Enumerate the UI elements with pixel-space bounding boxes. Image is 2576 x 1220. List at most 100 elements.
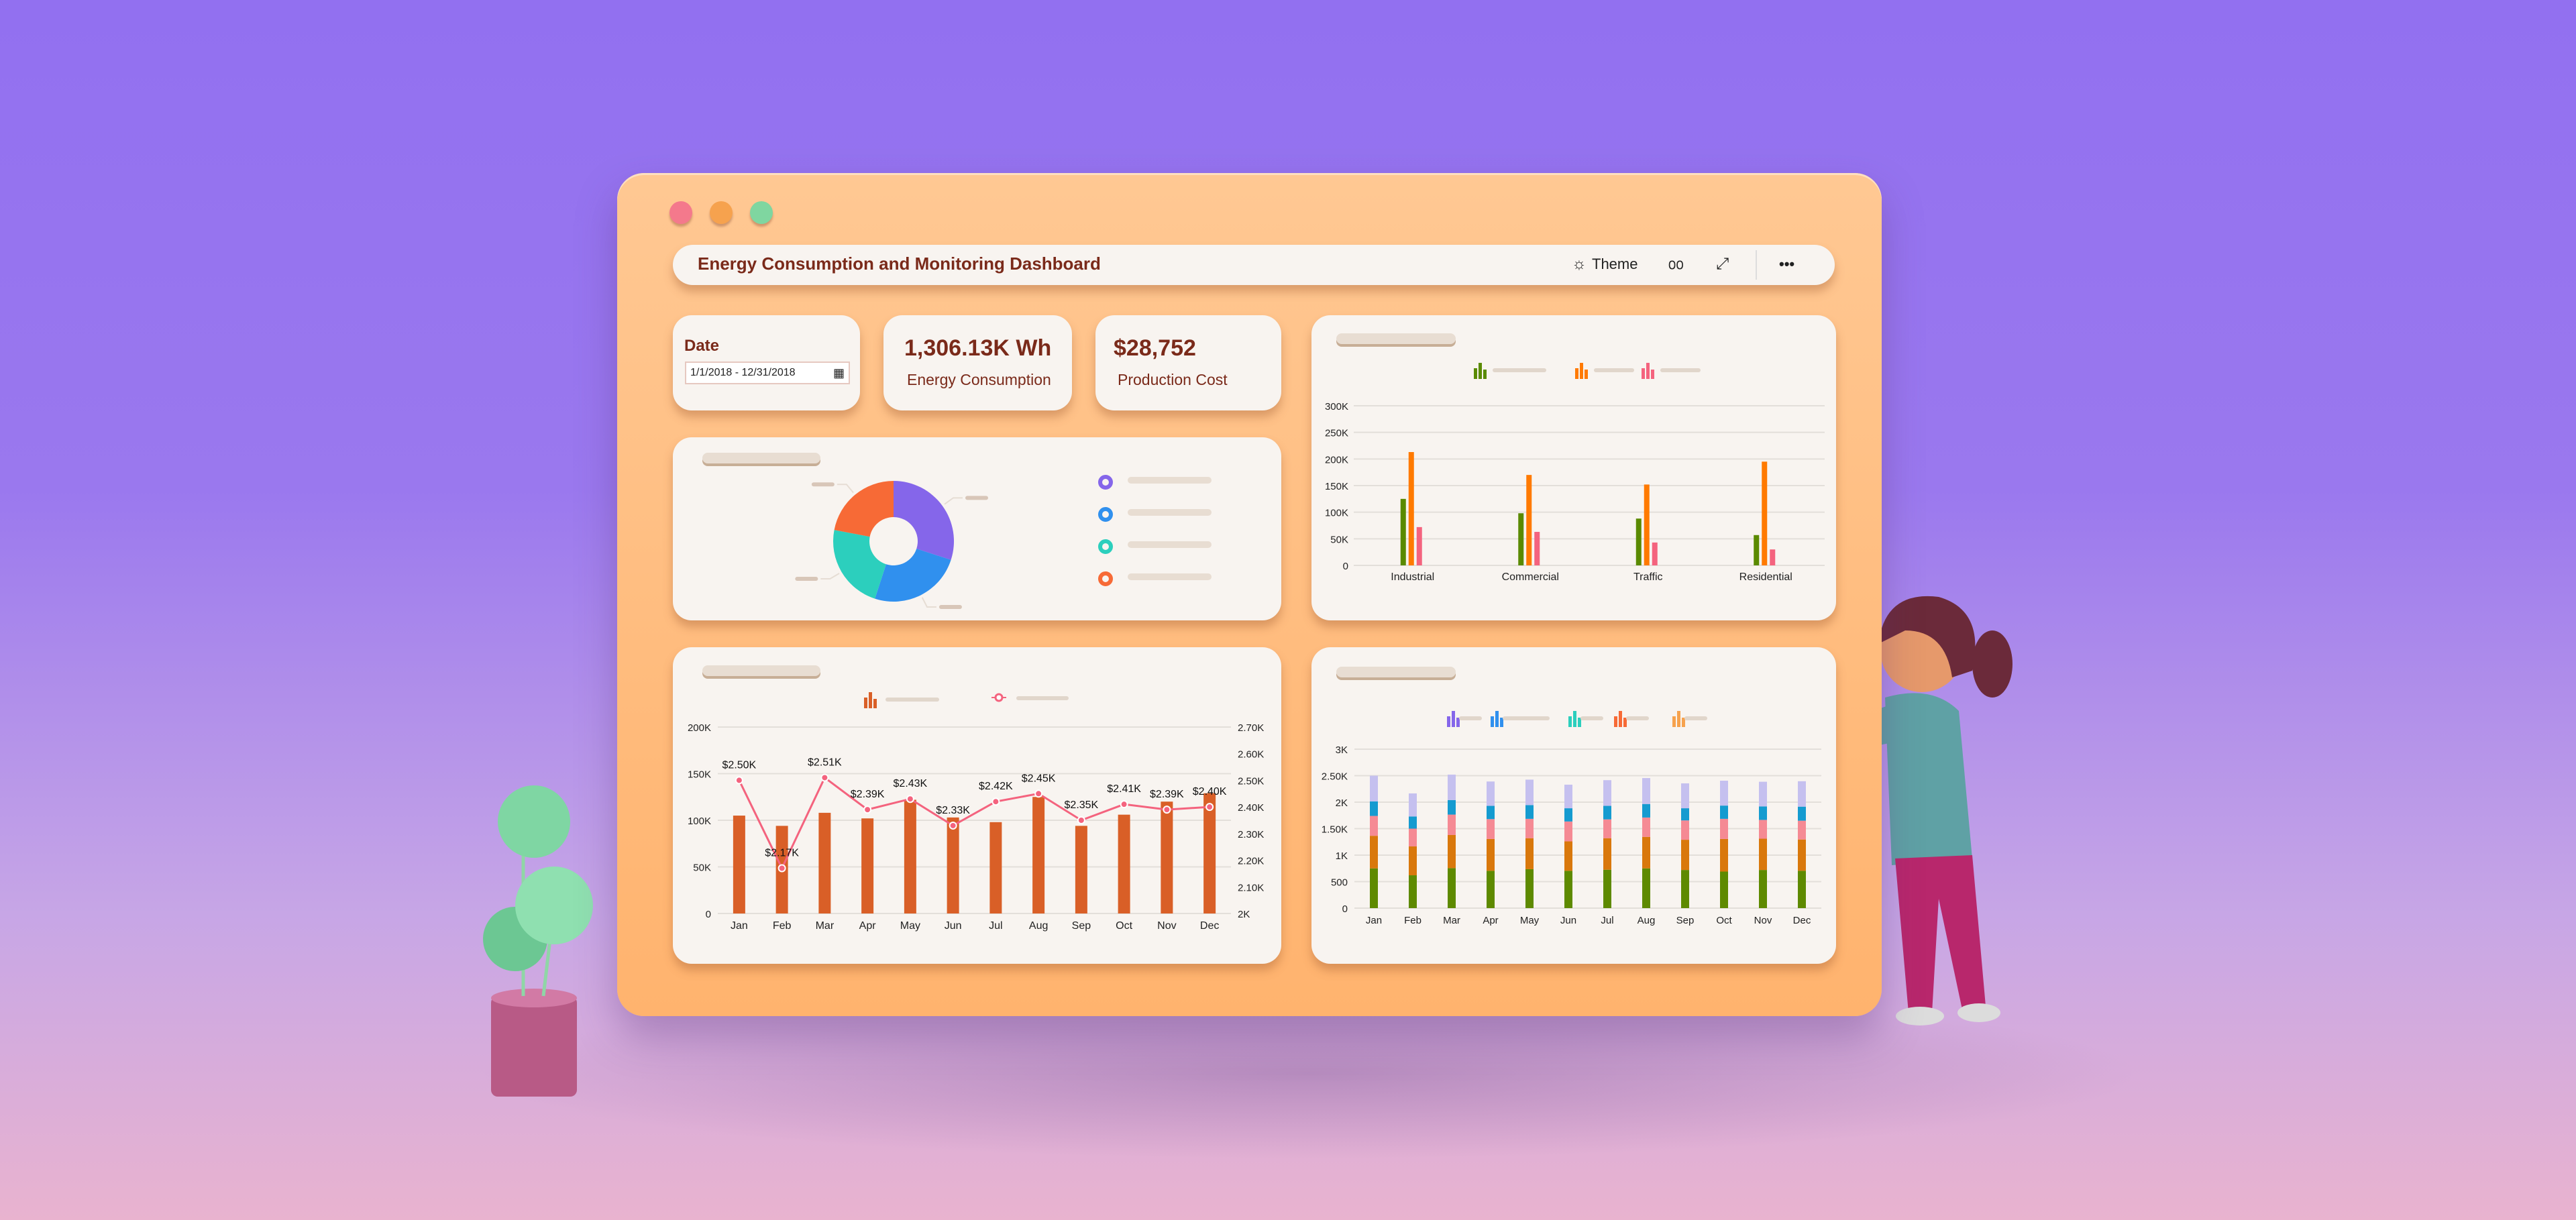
legend-label-placeholder bbox=[1493, 368, 1546, 372]
stacked-bar-segment bbox=[1603, 869, 1611, 908]
bar bbox=[1534, 532, 1540, 565]
stacked-bar-segment bbox=[1681, 870, 1689, 908]
stacked-chart-panel bbox=[1311, 647, 1836, 964]
stacked-bar-segment bbox=[1681, 783, 1689, 809]
stacked-bar-segment bbox=[1370, 816, 1378, 836]
stacked-bar-segment bbox=[1720, 781, 1728, 806]
x-tick-label: Apr bbox=[1483, 915, 1498, 926]
stacked-bar-segment bbox=[1759, 820, 1767, 839]
y-tick-label: 0 bbox=[706, 909, 711, 920]
legend-bar-icon bbox=[1495, 711, 1499, 727]
data-label-placeholder bbox=[811, 482, 835, 487]
stacked-bar-segment bbox=[1798, 781, 1806, 807]
legend-bar-icon bbox=[1479, 363, 1482, 379]
x-tick-label: Sep bbox=[1072, 920, 1091, 932]
legend-bar-icon bbox=[1682, 718, 1685, 727]
bar bbox=[1400, 498, 1406, 565]
page-title: Energy Consumption and Monitoring Dashbo… bbox=[698, 254, 1101, 274]
stacked-bar-segment bbox=[1603, 806, 1611, 820]
legend-bar-icon bbox=[1483, 370, 1487, 379]
y-tick-label: 50K bbox=[1330, 534, 1348, 545]
bar bbox=[1408, 452, 1414, 565]
date-range-picker[interactable]: 1/1/2018 - 12/31/2018 ▦ bbox=[685, 362, 850, 384]
legend-label-placeholder bbox=[1594, 368, 1634, 372]
bar bbox=[1754, 535, 1760, 565]
line-marker bbox=[1034, 789, 1043, 798]
legend-bar-icon bbox=[1573, 711, 1576, 727]
stacked-bar-segment bbox=[1642, 817, 1650, 837]
y-tick-label: 100K bbox=[1325, 508, 1348, 519]
x-tick-label: Jul bbox=[989, 920, 1002, 932]
bar bbox=[1161, 801, 1173, 913]
connector-line bbox=[944, 497, 963, 505]
data-label: $2.40K bbox=[1193, 786, 1227, 797]
x-tick-label: Traffic bbox=[1633, 571, 1663, 583]
stacked-bar-segment bbox=[1370, 775, 1378, 801]
stacked-bar-segment bbox=[1487, 806, 1495, 820]
legend-bar-icon bbox=[1575, 368, 1578, 379]
stacked-bar-segment bbox=[1603, 819, 1611, 838]
legend-bar-icon bbox=[1646, 363, 1650, 379]
more-icon: ••• bbox=[1779, 256, 1795, 272]
donut-chart-panel bbox=[673, 437, 1281, 620]
legend-bar-icon bbox=[869, 692, 872, 708]
expand-icon: ⤢ bbox=[1716, 255, 1729, 273]
stacked-bar-segment bbox=[1370, 801, 1378, 816]
date-range-value: 1/1/2018 - 12/31/2018 bbox=[690, 367, 796, 378]
connector-line bbox=[820, 572, 840, 579]
stacked-bar-segment bbox=[1681, 840, 1689, 871]
kpi-value: 1,306.13K Wh bbox=[904, 335, 1052, 361]
connector-line bbox=[837, 484, 854, 494]
data-label: $2.39K bbox=[1150, 789, 1184, 800]
expand-button[interactable]: ⤢ bbox=[1716, 252, 1729, 276]
y2-tick-label: 2.60K bbox=[1238, 749, 1264, 761]
stacked-bar-segment bbox=[1798, 806, 1806, 821]
y2-tick-label: 2.50K bbox=[1238, 775, 1264, 787]
data-label-placeholder bbox=[965, 496, 988, 500]
calendar-icon[interactable]: ▦ bbox=[833, 366, 845, 380]
y-tick-label: 0 bbox=[1343, 561, 1348, 572]
legend-bar-icon bbox=[1447, 716, 1450, 727]
stacked-bar-segment bbox=[1525, 869, 1534, 908]
bar bbox=[1644, 484, 1650, 565]
header-bar bbox=[673, 245, 1835, 285]
x-tick-label: Oct bbox=[1716, 915, 1732, 926]
legend-bar-icon bbox=[1642, 368, 1645, 379]
window-minimize-button[interactable] bbox=[710, 201, 733, 224]
line-marker bbox=[1120, 800, 1128, 809]
stacked-bar-segment bbox=[1564, 841, 1572, 871]
glasses-button[interactable]: ൦൦ bbox=[1668, 252, 1683, 276]
line-marker bbox=[991, 797, 1000, 806]
stacked-bar-segment bbox=[1525, 779, 1534, 806]
x-tick-label: Jun bbox=[945, 920, 962, 932]
line-series bbox=[738, 776, 1210, 871]
stacked-bar-segment bbox=[1487, 819, 1495, 839]
legend-label-placeholder bbox=[1660, 368, 1701, 372]
kpi-label: Energy Consumption bbox=[907, 371, 1051, 388]
bar bbox=[1635, 518, 1642, 565]
y-tick-label: 2K bbox=[1336, 797, 1348, 809]
y-tick-label: 200K bbox=[688, 722, 711, 734]
window-maximize-button[interactable] bbox=[750, 201, 773, 224]
stacked-bar-segment bbox=[1409, 846, 1417, 876]
bar bbox=[1118, 814, 1130, 913]
y-tick-label: 3K bbox=[1336, 744, 1348, 756]
stacked-bar-segment bbox=[1525, 838, 1534, 869]
data-label: $2.17K bbox=[765, 847, 799, 858]
legend-label-placeholder bbox=[1580, 716, 1603, 720]
stacked-bar-segment bbox=[1487, 781, 1495, 806]
header-divider bbox=[1756, 250, 1757, 280]
line-marker bbox=[1205, 803, 1214, 812]
y-tick-label: 150K bbox=[1325, 481, 1348, 492]
sector-bar-chart-panel bbox=[1311, 315, 1836, 620]
stacked-bar-segment bbox=[1564, 821, 1572, 842]
window-close-button[interactable] bbox=[669, 201, 692, 224]
x-tick-label: Aug bbox=[1029, 920, 1048, 932]
legend-label-placeholder bbox=[1128, 541, 1212, 548]
more-button[interactable]: ••• bbox=[1779, 252, 1794, 276]
legend-label-placeholder bbox=[1128, 509, 1212, 516]
stacked-bar-segment bbox=[1798, 839, 1806, 871]
theme-button[interactable]: ☼ Theme bbox=[1572, 252, 1638, 276]
y-tick-label: 300K bbox=[1325, 401, 1348, 412]
